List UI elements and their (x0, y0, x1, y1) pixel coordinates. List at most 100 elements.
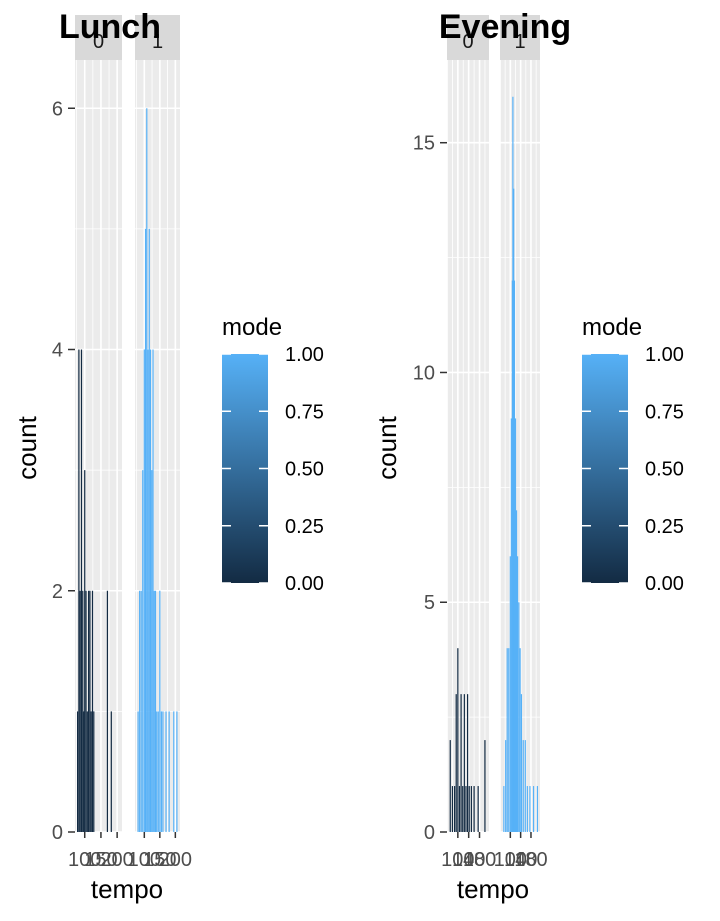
lunch-bar-facet0-14 (106, 590, 109, 832)
evening-y-axis-title: count (372, 415, 402, 479)
evening-chart: 01001401801100140180051015counttempoEven… (372, 8, 684, 904)
evening-y-tick-label: 0 (424, 822, 435, 844)
evening-legend-label: 1.00 (645, 344, 684, 366)
lunch-legend-label: 1.00 (285, 344, 324, 366)
lunch-legend-title: mode (222, 314, 282, 341)
evening-bar-facet1-9 (513, 280, 516, 833)
lunch-y-tick-label: 6 (52, 98, 63, 120)
evening-bar-facet1-21 (536, 786, 539, 832)
evening-bar-facet0-5 (458, 786, 461, 832)
evening-y-tick-label: 5 (424, 592, 435, 614)
evening-bar-facet1-16 (522, 740, 524, 832)
evening-bar-facet0-11 (468, 786, 470, 832)
evening-y-tick-label: 15 (413, 133, 435, 155)
lunch-bar-facet1-15 (157, 711, 159, 832)
lunch-bar-facet1-3 (142, 470, 144, 832)
evening-bar-facet1-13 (518, 602, 520, 832)
lunch-bar-facet1-5 (144, 228, 147, 832)
lunch-y-axis-title: count (12, 415, 42, 479)
lunch-bar-facet1-17 (160, 711, 162, 832)
evening-strip-label-0: 0 (462, 31, 473, 53)
lunch-bar-facet0-15 (110, 711, 112, 832)
evening-bar-facet1-1 (505, 740, 507, 832)
lunch-bar-facet0-5 (83, 711, 85, 832)
lunch-bar-facet0-8 (86, 711, 88, 832)
lunch-bar-facet1-18 (162, 711, 164, 832)
lunch-bar-facet0-0 (76, 711, 79, 832)
lunch-bar-facet1-10 (151, 470, 153, 832)
evening-bar-facet0-15 (484, 740, 486, 832)
lunch-strip-1 (135, 15, 180, 60)
lunch-strip-0 (75, 15, 122, 60)
lunch-bar-facet0-4 (82, 590, 84, 832)
evening-bar-facet1-4 (509, 556, 511, 832)
lunch-bar-facet0-7 (85, 590, 87, 832)
evening-bar-facet1-5 (510, 418, 512, 832)
evening-bar-facet0-1 (451, 786, 454, 832)
lunch-x-tick-label: 200 (159, 849, 192, 871)
evening-bar-facet1-2 (506, 648, 508, 832)
lunch-bar-facet1-4 (143, 349, 145, 832)
evening-chart-title: Evening (439, 8, 571, 46)
lunch-bar-facet1-22 (176, 711, 178, 832)
lunch-bar-facet0-3 (80, 349, 83, 832)
evening-bar-facet0-0 (449, 740, 451, 832)
evening-x-axis-title: tempo (457, 874, 529, 904)
lunch-y-tick-label: 0 (52, 822, 63, 844)
evening-bar-facet0-6 (460, 694, 462, 832)
evening-strip-1 (500, 15, 540, 60)
evening-bar-facet1-11 (515, 510, 518, 832)
evening-bar-facet0-13 (473, 786, 475, 832)
evening-bar-facet1-14 (519, 648, 521, 832)
lunch-bar-facet1-8 (148, 228, 150, 832)
lunch-bar-facet1-14 (156, 711, 158, 832)
evening-bar-facet1-17 (524, 740, 526, 832)
evening-x-tick-label: 100 (441, 849, 474, 871)
lunch-bar-facet1-7 (147, 349, 149, 832)
lunch-strip-label-1: 1 (152, 31, 163, 53)
evening-strip-label-1: 1 (514, 31, 525, 53)
lunch-legend-label: 0.00 (285, 573, 324, 595)
lunch-strip-label-0: 0 (93, 31, 104, 53)
lunch-y-tick-label: 2 (52, 581, 63, 603)
evening-x-tick-label: 140 (504, 849, 537, 871)
evening-x-tick-label: 180 (463, 849, 496, 871)
lunch-bar-facet1-0 (137, 711, 139, 832)
lunch-bar-facet0-6 (84, 470, 86, 832)
lunch-bar-facet0-10 (89, 590, 91, 832)
lunch-chart-title: Lunch (59, 8, 161, 46)
lunch-chart: 010015020011001502000246counttempoLunchm… (12, 8, 324, 904)
lunch-legend-label: 0.75 (285, 401, 324, 423)
evening-strip-0 (447, 15, 489, 60)
evening-legend-label: 0.75 (645, 401, 684, 423)
evening-bar-facet1-12 (516, 556, 519, 832)
lunch-bar-facet1-9 (149, 349, 152, 832)
lunch-x-tick-label: 150 (84, 849, 117, 871)
evening-x-tick-label: 140 (452, 849, 485, 871)
evening-y-tick-label: 10 (413, 362, 435, 384)
evening-x-tick-label: 100 (494, 849, 527, 871)
lunch-x-tick-label: 100 (68, 849, 101, 871)
lunch-bar-facet0-9 (88, 590, 90, 832)
lunch-bar-facet1-1 (139, 590, 141, 832)
lunch-y-tick-label: 4 (52, 340, 63, 362)
evening-bar-facet1-0 (503, 786, 505, 832)
lunch-x-axis-title: tempo (91, 874, 163, 904)
lunch-bar-facet1-2 (140, 590, 142, 832)
lunch-bar-facet1-19 (165, 711, 167, 832)
evening-bar-facet0-4 (457, 648, 459, 832)
evening-legend-label: 0.00 (645, 573, 684, 595)
lunch-bar-facet1-21 (173, 711, 175, 832)
lunch-x-tick-label: 200 (100, 849, 133, 871)
lunch-bar-facet0-1 (78, 349, 80, 832)
lunch-x-tick-label: 150 (143, 849, 176, 871)
lunch-legend-label: 0.25 (285, 516, 324, 538)
evening-bar-facet0-14 (477, 786, 479, 832)
lunch-bar-facet1-13 (154, 590, 157, 832)
